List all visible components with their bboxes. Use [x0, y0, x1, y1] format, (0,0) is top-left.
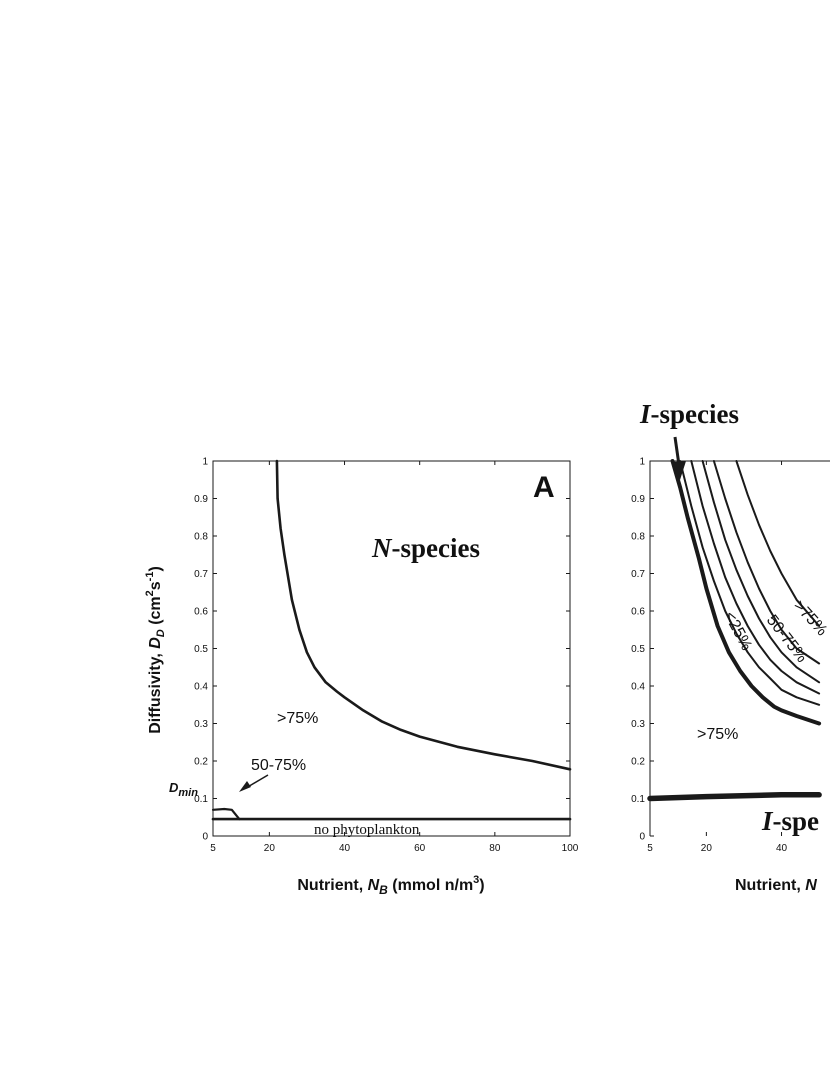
panel-a-y-tick-label: 0.9: [194, 494, 208, 505]
panel-b-series-1: [670, 459, 822, 726]
panel-b-ticks: 5 20 40 0 0.1 0.2 0.3 0.4 0.5 0.6 0.7 0.8 0.9 1: [631, 457, 787, 855]
panel-b-y-tick-label: 0.8: [631, 532, 645, 543]
panel-b-species-label-top: I-species: [639, 399, 739, 429]
panel-b-curves: [647, 459, 822, 802]
panel-b-y-tick-label: 0.5: [631, 644, 645, 655]
panel-a-y-tick-label: 0.7: [194, 569, 208, 580]
panel-b-region-top: >75%: [790, 597, 830, 639]
panel-a-y-tick-label: 1: [202, 457, 208, 468]
panel-a-plot-frame: [212, 460, 571, 837]
panel-b-y-tick-label: 0: [639, 832, 645, 843]
panel-b-species-top-italic: I: [639, 399, 652, 429]
panel-b-series-2: [679, 460, 821, 706]
panel-a-series-3: [211, 807, 241, 821]
panel-a-x-tick-label: 40: [339, 843, 351, 854]
x-label-exp: 3: [473, 874, 479, 886]
y-label-space: (cm: [147, 596, 164, 629]
panel-b-series-5: [712, 460, 821, 665]
y-label-exp: 2: [144, 590, 156, 596]
panel-a-region-mid: 50-75%: [251, 757, 306, 774]
panel-a-y-tick-label: 0.5: [194, 644, 208, 655]
panel-b-species-label-bottom: I-spe: [761, 806, 819, 836]
panel-b-y-tick-label: 0.9: [631, 494, 645, 505]
y-label-sub: D: [155, 629, 167, 637]
panel-a-y-tick-label: 0.6: [194, 607, 208, 618]
panel-b-x-axis-label: Nutrient, N: [735, 877, 817, 894]
panel-b-series-7: [647, 792, 822, 802]
panel-a-x-tick-label: 60: [414, 843, 426, 854]
panel-a-y-tick-label: 0: [202, 832, 208, 843]
panel-a-ticks: 5 20 40 60 80 100 0 0.1 0.2 0.3 0.4 0.5 0.6 0.7 0.8 0.9…: [194, 457, 579, 855]
panel-a-y-tick-label: 0.4: [194, 682, 208, 693]
panel-b-region-high: >75%: [697, 726, 738, 743]
panel-a-dmin-label: Dmin: [169, 780, 198, 799]
dmin-sub: min: [178, 787, 198, 799]
panel-b-y-tick-label: 0.2: [631, 757, 645, 768]
panel-a-region-high: >75%: [277, 710, 318, 727]
panel-a-x-tick-label: 5: [210, 843, 216, 854]
panel-b-plot-frame: [649, 460, 830, 836]
y-label-close: ): [147, 566, 164, 571]
panel-b-y-tick-label: 0.1: [631, 794, 645, 805]
panel-a-y-axis-label: Diffusivity, DD (cm2s-1): [144, 566, 167, 734]
panel-b-species-bottom-rest: -spe: [773, 806, 820, 836]
y-label-s: s: [147, 581, 164, 590]
panel-a-series-1: [275, 459, 572, 771]
panel-a-x-axis-label: Nutrient, NB (mmol n/m3): [297, 874, 484, 897]
x-label-sub: B: [379, 883, 388, 897]
panel-a-annotation-arrowhead: [239, 781, 251, 792]
panel-a-x-tick-label: 100: [562, 843, 579, 854]
panel-b-species-bottom-italic: I: [761, 806, 774, 836]
panel-a-y-tick-label: 0.1: [194, 794, 208, 805]
panel-b-y-tick-label: 0.4: [631, 682, 645, 693]
panel-a-species-label: N-species: [371, 533, 480, 563]
panel-b-annotation-arrowhead: [672, 461, 686, 480]
panel-b-x-label-n: N: [805, 877, 817, 894]
panel-a-species-rest: -species: [392, 533, 480, 563]
dmin-d: D: [169, 780, 179, 795]
y-label-d: D: [147, 637, 164, 649]
panel-b-y-tick-label: 1: [639, 457, 645, 468]
panel-a-species-italic: N: [371, 533, 393, 563]
panel-b-series-4: [701, 460, 821, 684]
panel-b-annotation-arrow: [673, 436, 681, 466]
x-label-close: ): [479, 877, 484, 894]
panel-a-y-tick-label: 0.3: [194, 719, 208, 730]
panel-a-y-tick-label: 0.2: [194, 757, 208, 768]
panel-b-x-tick-label: 5: [647, 843, 653, 854]
x-label-units: (mmol n/m: [388, 877, 473, 894]
y-label-exp2: -1: [144, 572, 156, 582]
panel-a-curves: [211, 459, 572, 821]
panel-a-letter: A: [533, 471, 555, 504]
panel-b-species-top-rest: -species: [651, 399, 739, 429]
panel-a-region-none: no phytoplankton: [314, 822, 420, 838]
panel-b-y-tick-label: 0.3: [631, 719, 645, 730]
panel-b-x-tick-label: 20: [701, 843, 713, 854]
panel-b-series-6: [735, 460, 821, 627]
panel-a-x-tick-label: 80: [489, 843, 501, 854]
x-label-n: N: [368, 877, 380, 894]
panel-a-y-tick-label: 0.8: [194, 532, 208, 543]
panel-a-chart: 5 20 40 60 80 100 0 0.1 0.2 0.3 0.4 0.5 0.6 0.7 0.8 0.9…: [144, 457, 579, 898]
panel-b-y-tick-label: 0.6: [631, 607, 645, 618]
panel-b-x-tick-label: 40: [776, 843, 788, 854]
panel-b-y-tick-label: 0.7: [631, 569, 645, 580]
panel-a-x-tick-label: 20: [264, 843, 276, 854]
panel-b-series-3: [690, 460, 821, 695]
